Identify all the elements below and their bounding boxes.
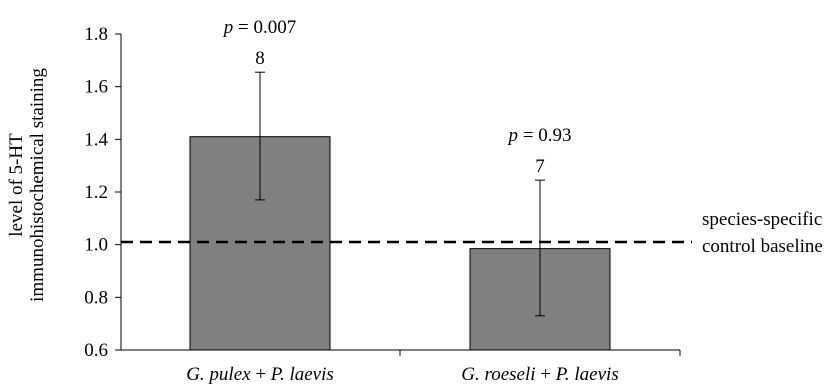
p-value-label: p = 0.007 [222, 17, 296, 38]
bars [189, 136, 611, 351]
p-value: 0.007 [253, 17, 296, 38]
x-label-species: G. pulex [186, 364, 251, 385]
p-equals: = [518, 125, 538, 146]
p-symbol: p [507, 125, 519, 146]
sample-size-label: 7 [535, 156, 545, 177]
y-axis-ticks: 0.6 0.8 1.0 1.2 1.4 1.6 1.8 [84, 24, 121, 361]
y-tick-label: 1.8 [84, 24, 108, 45]
y-axis-label: level of 5-HT immunohistochemical staini… [6, 68, 48, 302]
y-tick-label: 1.2 [84, 182, 108, 203]
x-label-separator: + [536, 364, 556, 385]
y-tick-label: 0.6 [84, 340, 108, 361]
p-symbol: p [222, 17, 234, 38]
x-label-species: G. roeseli [461, 364, 535, 385]
error-bars [255, 71, 545, 317]
baseline-label-line1: species-specific [702, 209, 822, 230]
x-tick-label: G. roeseli + P. laevis [461, 364, 618, 385]
y-tick-label: 1.0 [84, 235, 108, 256]
p-equals: = [233, 17, 253, 38]
y-axis-label-line2: immunohistochemical staining [27, 68, 48, 302]
y-tick-label: 0.8 [84, 287, 108, 308]
x-tick-label: G. pulex + P. laevis [186, 364, 334, 385]
sample-size-label: 8 [255, 48, 265, 69]
y-axis-label-line1: level of 5-HT [6, 133, 27, 237]
y-tick-label: 1.4 [84, 129, 108, 150]
x-label-species: P. laevis [555, 364, 619, 385]
p-value: 0.93 [538, 125, 571, 146]
p-value-label: p = 0.93 [507, 125, 572, 146]
x-label-species: P. laevis [270, 364, 334, 385]
baseline-label-line2: control baseline [702, 236, 823, 257]
x-label-separator: + [251, 364, 271, 385]
x-axis-labels: G. pulex + P. laevis G. roeseli + P. laev… [186, 364, 619, 385]
y-tick-label: 1.6 [84, 77, 108, 98]
